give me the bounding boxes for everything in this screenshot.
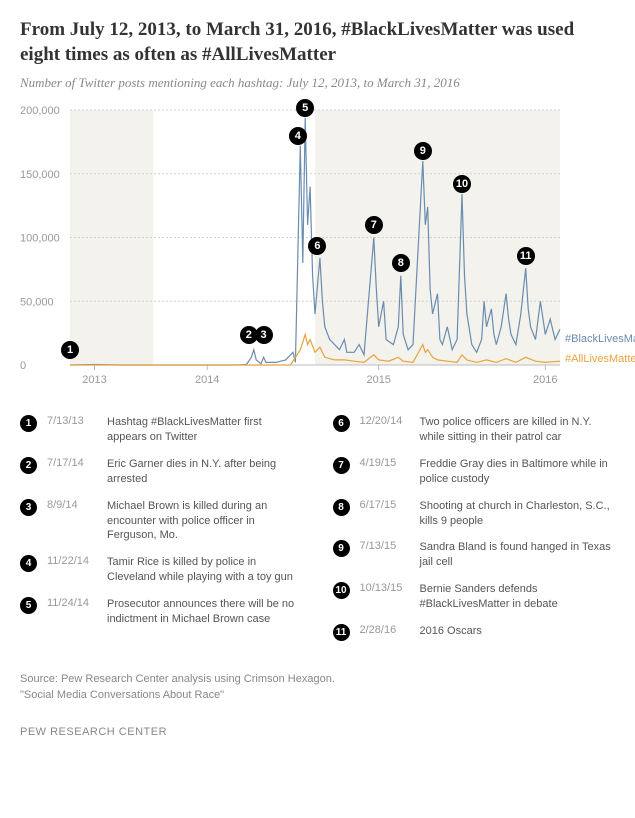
event-date: 2/28/16 [360,624,410,636]
event-marker: 9 [414,142,432,160]
event-description: Shooting at church in Charleston, S.C., … [420,499,616,529]
event-number-badge: 8 [333,499,350,516]
event-row: 4 11/22/14 Tamir Rice is killed by police … [20,555,303,585]
event-description: Michael Brown is killed during an encoun… [107,499,303,544]
event-date: 11/22/14 [47,555,97,567]
event-marker: 5 [296,99,314,117]
event-row: 10 10/13/15 Bernie Sanders defends #BlackL… [333,582,616,612]
event-date: 7/13/15 [360,540,410,552]
event-description: Hashtag #BlackLivesMatter first appears … [107,415,303,445]
event-marker: 4 [289,127,307,145]
svg-text:0: 0 [20,360,26,372]
event-description: 2016 Oscars [420,624,482,639]
source-note: Source: Pew Research Center analysis usi… [20,671,615,704]
event-number-badge: 10 [333,582,350,599]
series-label: #AllLivesMatter [565,353,635,365]
svg-text:50,000: 50,000 [20,297,54,309]
series-label: #BlackLivesMatter [565,333,635,345]
svg-text:2015: 2015 [366,374,390,386]
event-number-badge: 4 [20,555,37,572]
chart-title: From July 12, 2013, to March 31, 2016, #… [20,18,615,67]
event-marker: 11 [517,247,535,265]
event-description: Tamir Rice is killed by police in Clevel… [107,555,303,585]
event-number-badge: 1 [20,415,37,432]
footer-attribution: PEW RESEARCH CENTER [20,716,615,738]
event-number-badge: 2 [20,457,37,474]
svg-text:2016: 2016 [533,374,557,386]
event-date: 10/13/15 [360,582,410,594]
event-date: 11/24/14 [47,597,97,609]
event-marker: 6 [308,237,326,255]
event-row: 9 7/13/15 Sandra Bland is found hanged in … [333,540,616,570]
event-number-badge: 6 [333,415,350,432]
event-date: 12/20/14 [360,415,410,427]
event-date: 8/9/14 [47,499,97,511]
event-description: Two police officers are killed in N.Y. w… [420,415,616,445]
event-row: 2 7/17/14 Eric Garner dies in N.Y. after b… [20,457,303,487]
svg-text:2014: 2014 [195,374,219,386]
event-number-badge: 11 [333,624,350,641]
event-date: 4/19/15 [360,457,410,469]
event-description: Bernie Sanders defends #BlackLivesMatter… [420,582,616,612]
event-description: Eric Garner dies in N.Y. after being arr… [107,457,303,487]
event-date: 7/17/14 [47,457,97,469]
event-description: Sandra Bland is found hanged in Texas ja… [420,540,616,570]
svg-text:100,000: 100,000 [20,233,60,245]
event-description: Prosecutor announces there will be no in… [107,597,303,627]
svg-text:200,000: 200,000 [20,105,60,117]
event-marker: 3 [255,326,273,344]
event-row: 3 8/9/14 Michael Brown is killed during an… [20,499,303,544]
event-description: Freddie Gray dies in Baltimore while in … [420,457,616,487]
report-container: From July 12, 2013, to March 31, 2016, #… [0,0,635,756]
source-line-1: Source: Pew Research Center analysis usi… [20,671,615,688]
events-column-right: 6 12/20/14 Two police officers are killed … [333,415,616,652]
source-line-2: "Social Media Conversations About Race" [20,687,615,704]
event-number-badge: 5 [20,597,37,614]
event-row: 5 11/24/14 Prosecutor announces there will… [20,597,303,627]
event-marker: 7 [365,216,383,234]
event-row: 1 7/13/13 Hashtag #BlackLivesMatter first … [20,415,303,445]
events-legend: 1 7/13/13 Hashtag #BlackLivesMatter first … [20,415,615,652]
event-number-badge: 7 [333,457,350,474]
event-row: 6 12/20/14 Two police officers are killed … [333,415,616,445]
svg-text:2013: 2013 [82,374,106,386]
event-marker: 1 [61,341,79,359]
event-date: 6/17/15 [360,499,410,511]
events-column-left: 1 7/13/13 Hashtag #BlackLivesMatter first … [20,415,303,652]
event-number-badge: 3 [20,499,37,516]
event-row: 8 6/17/15 Shooting at church in Charleston… [333,499,616,529]
svg-text:150,000: 150,000 [20,169,60,181]
event-date: 7/13/13 [47,415,97,427]
timeseries-chart: 0 50,000 100,000 150,000 200,000 2013 2014 2015… [20,105,615,395]
chart-subtitle: Number of Twitter posts mentioning each … [20,75,615,91]
event-number-badge: 9 [333,540,350,557]
event-row: 7 4/19/15 Freddie Gray dies in Baltimore w… [333,457,616,487]
event-row: 11 2/28/16 2016 Oscars [333,624,616,641]
